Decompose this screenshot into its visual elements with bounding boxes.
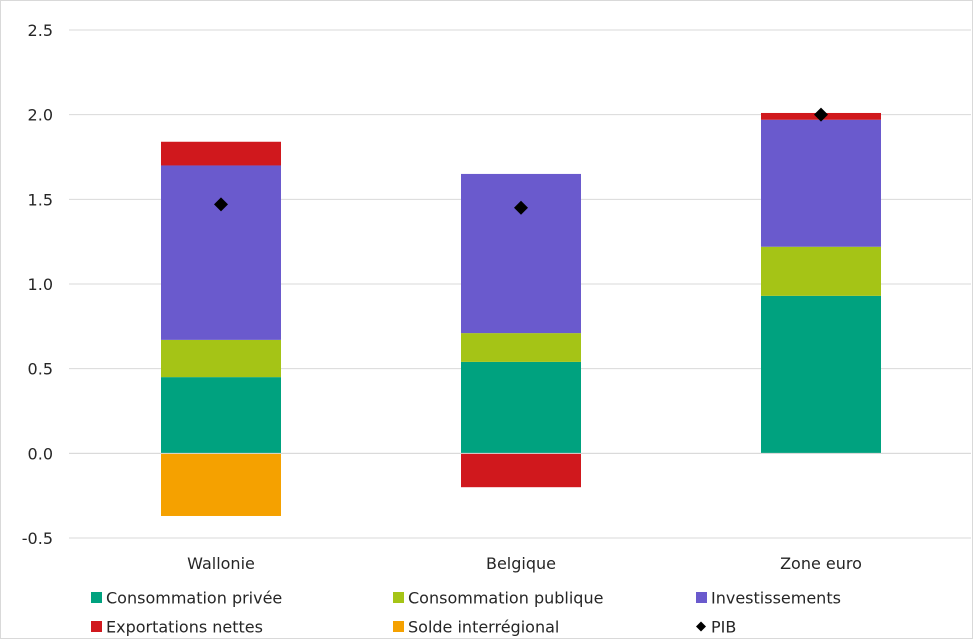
x-category-label: Zone euro [780, 554, 862, 573]
bar-solde-interr-gional-wallonie [161, 453, 281, 516]
legend-item: PIB [696, 618, 736, 637]
bar-investissements-zone-euro [761, 119, 881, 247]
x-axis-categories: Wallonie Belgique Zone euro [187, 554, 862, 573]
legend-swatch [91, 621, 102, 632]
legend-label: Solde interrégional [408, 618, 559, 637]
bar-consommation-publique-wallonie [161, 339, 281, 378]
bars [161, 112, 881, 516]
legend-item: Exportations nettes [91, 618, 263, 637]
legend-swatch [696, 621, 706, 632]
pib-markers [214, 107, 828, 215]
legend-label: Exportations nettes [106, 618, 263, 637]
pib-marker-wallonie [214, 197, 228, 212]
bar-investissements-wallonie [161, 165, 281, 340]
legend-label: PIB [711, 618, 736, 637]
legend-swatch [393, 592, 404, 603]
legend-label: Consommation publique [408, 589, 603, 608]
bar-consommation-priv-e-zone-euro [761, 295, 881, 454]
y-tick-label: 1.0 [28, 275, 53, 294]
y-tick-label: 0.0 [28, 444, 53, 463]
bar-exportations-nettes-belgique [461, 453, 581, 488]
y-tick-label: 2.5 [28, 21, 53, 40]
bar-consommation-priv-e-belgique [461, 361, 581, 454]
bar-consommation-priv-e-wallonie [161, 377, 281, 454]
bar-exportations-nettes-wallonie [161, 141, 281, 166]
pib-marker-zone-euro [814, 107, 828, 122]
legend-label: Investissements [711, 589, 841, 608]
legend: Consommation privée Consommation publique… [91, 589, 841, 637]
legend-item: Investissements [696, 589, 841, 608]
x-category-label: Belgique [486, 554, 556, 573]
y-tick-label: -0.5 [22, 529, 53, 548]
y-tick-label: 0.5 [28, 360, 53, 379]
pib-marker-belgique [514, 200, 528, 215]
y-tick-label: 2.0 [28, 106, 53, 125]
legend-swatch [91, 592, 102, 603]
y-tick-label: 1.5 [28, 190, 53, 209]
legend-item: Solde interrégional [393, 618, 559, 637]
y-axis-ticks: -0.5 0.0 0.5 1.0 1.5 2.0 2.5 [22, 21, 53, 548]
bar-investissements-belgique [461, 173, 581, 334]
bar-consommation-publique-zone-euro [761, 246, 881, 296]
legend-item: Consommation publique [393, 589, 603, 608]
legend-swatch [696, 592, 707, 603]
legend-item: Consommation privée [91, 589, 282, 608]
legend-swatch [393, 621, 404, 632]
x-category-label: Wallonie [187, 554, 255, 573]
bar-consommation-publique-belgique [461, 333, 581, 362]
legend-label: Consommation privée [106, 589, 282, 608]
